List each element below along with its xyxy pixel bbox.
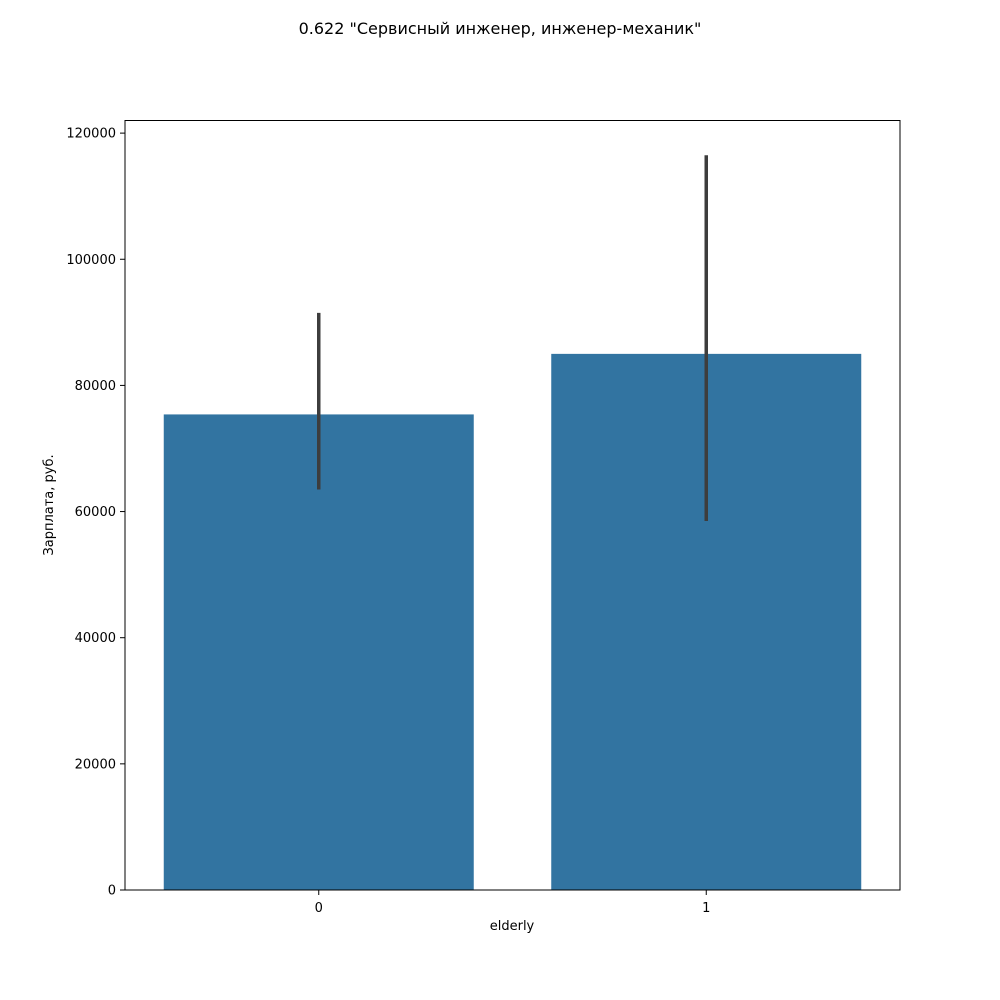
y-tick-label: 120000 [66,127,116,142]
x-tick-label: 1 [702,901,710,916]
y-axis: 0 20000 40000 60000 80000 100000 120000 [66,127,125,899]
bars-layer [163,353,862,891]
y-tick-label: 60000 [75,505,116,520]
y-tick-label: 40000 [75,631,116,646]
x-tick-label: 0 [315,901,323,916]
error-bars-layer [317,155,708,522]
y-tick-label: 20000 [75,757,116,772]
plot-frame [124,120,901,891]
y-tick-label: 100000 [66,253,116,268]
y-tick-label: 80000 [75,379,116,394]
y-tick-label: 0 [108,884,116,899]
chart-title: 0.622 "Сервисный инженер, инженер-механи… [299,19,702,38]
bar-0 [163,414,474,890]
y-axis-label: Зарплата, руб. [42,454,57,555]
x-axis-label: elderly [490,919,535,934]
